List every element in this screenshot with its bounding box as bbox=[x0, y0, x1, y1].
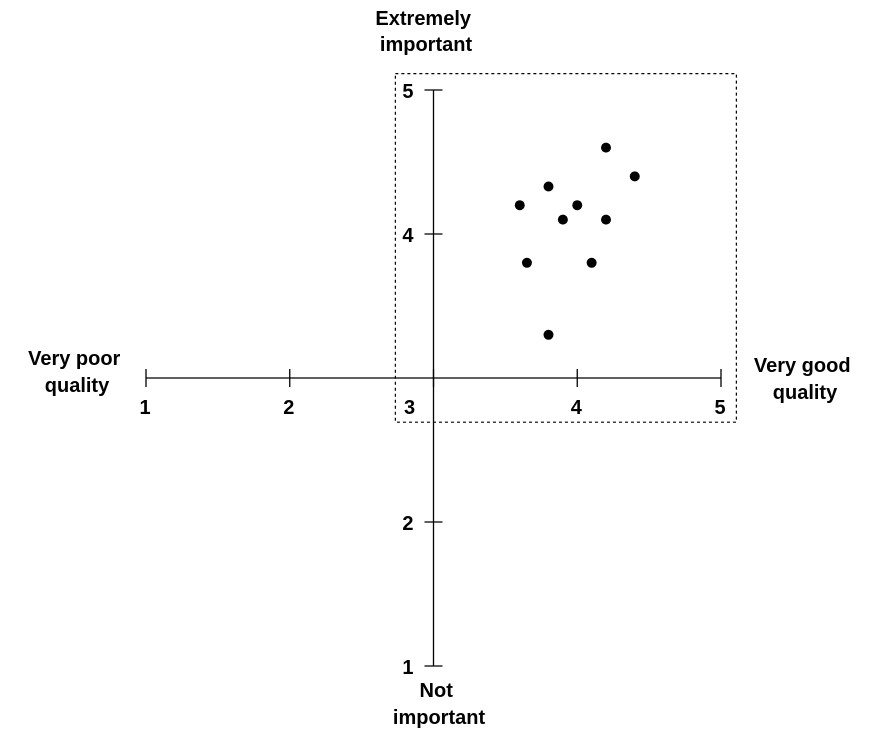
y-label-low: Not important bbox=[393, 680, 486, 729]
y-tick-label: 4 bbox=[402, 225, 414, 247]
y-axis-ticks: 1 2 4 5 bbox=[402, 81, 443, 679]
data-point bbox=[543, 181, 554, 192]
data-point bbox=[601, 142, 611, 153]
x-tick-label: 1 bbox=[139, 397, 150, 419]
data-points bbox=[514, 142, 640, 340]
y-tick-label: 5 bbox=[402, 81, 413, 103]
x-label-low: Very poor quality bbox=[28, 348, 126, 397]
data-point bbox=[521, 257, 532, 268]
x-tick-label: 5 bbox=[714, 397, 725, 419]
x-label-high: Very good quality bbox=[754, 355, 856, 404]
y-tick-label: 2 bbox=[402, 513, 413, 535]
x-tick-label: 4 bbox=[571, 397, 583, 419]
x-tick-label: 2 bbox=[283, 397, 294, 419]
y-tick-label: 1 bbox=[402, 657, 413, 679]
data-point bbox=[572, 200, 583, 211]
x-axis-ticks: 1 2 3 4 5 bbox=[139, 369, 726, 419]
x-tick-label: 3 bbox=[404, 397, 415, 419]
y-label-high: Extremely important bbox=[375, 8, 476, 56]
data-point bbox=[557, 214, 568, 225]
data-point bbox=[586, 257, 597, 268]
data-point bbox=[514, 200, 525, 211]
data-point bbox=[543, 329, 554, 340]
highlight-box bbox=[394, 72, 737, 423]
data-point bbox=[629, 171, 640, 182]
data-point bbox=[601, 214, 611, 225]
